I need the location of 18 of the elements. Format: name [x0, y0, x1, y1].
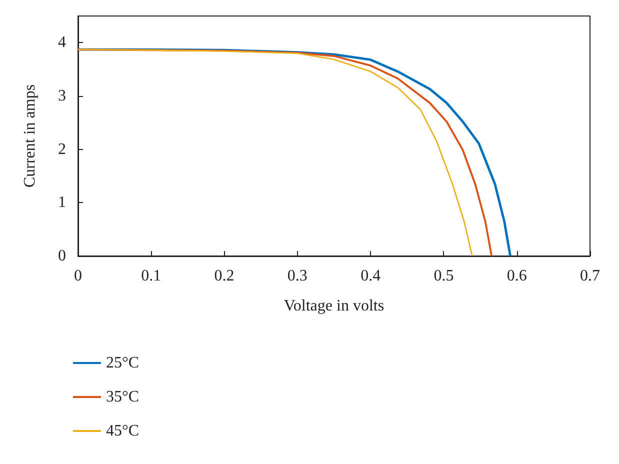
x-tick-label: 0.4: [360, 268, 381, 284]
legend-label: 35°C: [106, 388, 140, 406]
legend-label: 25°C: [106, 354, 140, 372]
x-tick-label: 0.3: [287, 268, 308, 284]
y-tick-label: 1: [58, 194, 66, 212]
x-tick-label: 0.6: [506, 268, 527, 284]
y-tick-label: 3: [58, 88, 66, 104]
x-tick-label: 0.5: [434, 268, 454, 284]
y-axis-title: Current in amps: [22, 84, 38, 188]
legend-label: 45°C: [106, 422, 140, 440]
y-tick-label: 4: [58, 34, 66, 52]
x-tick-label: 0.7: [580, 268, 600, 284]
x-tick-label: 0.1: [141, 268, 162, 284]
x-axis-title: Voltage in volts: [284, 298, 384, 314]
x-tick-label: 0: [74, 268, 82, 284]
y-tick-label: 2: [58, 140, 66, 158]
y-tick-label: 0: [58, 248, 66, 264]
x-tick-label: 0.2: [214, 268, 234, 284]
